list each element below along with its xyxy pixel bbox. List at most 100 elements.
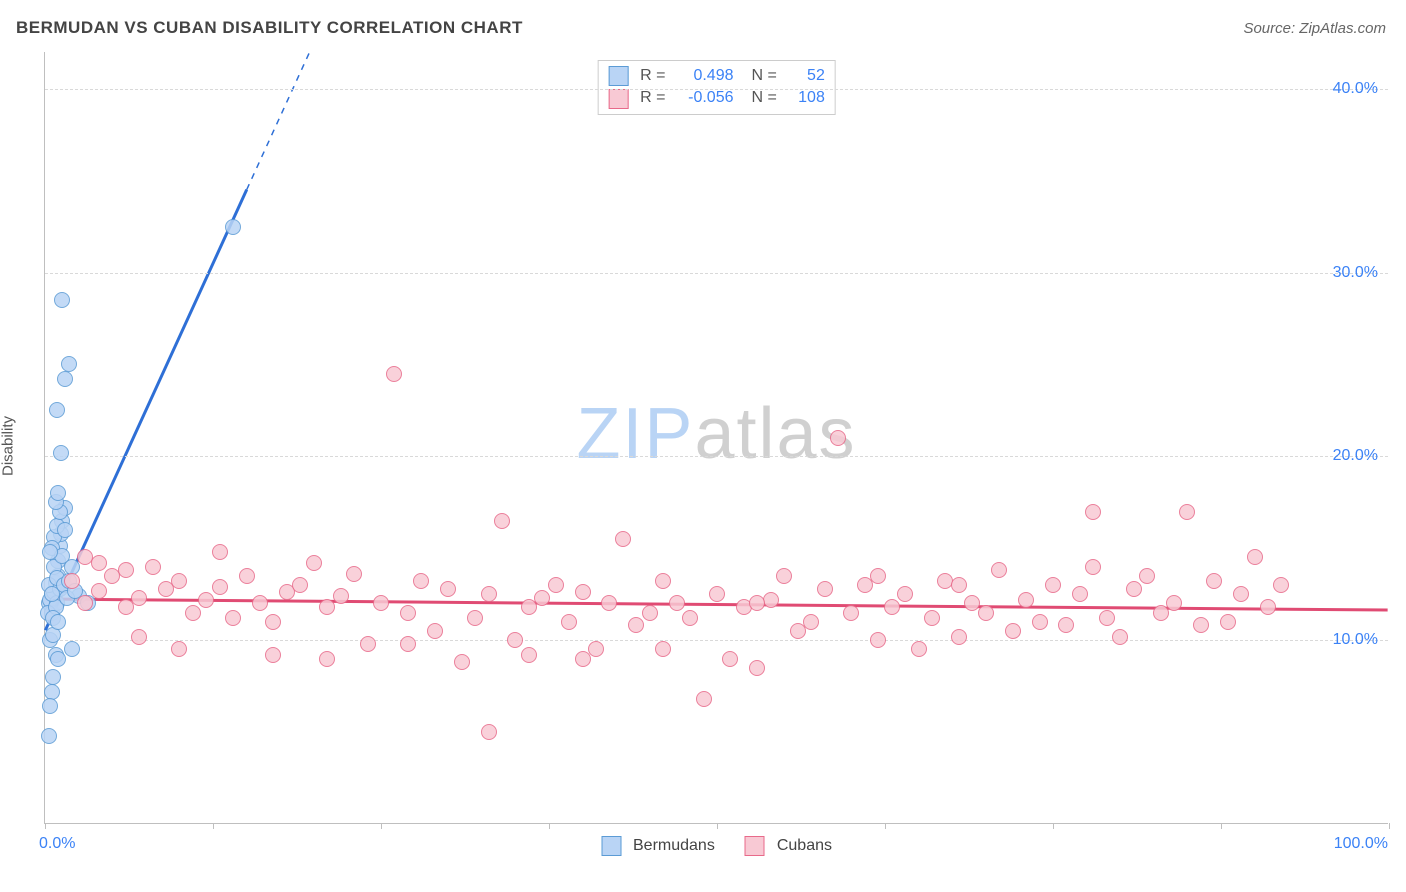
scatter-point xyxy=(1166,595,1182,611)
scatter-point xyxy=(41,728,57,744)
scatter-point xyxy=(548,577,564,593)
scatter-point xyxy=(521,647,537,663)
n-prefix: N = xyxy=(752,65,777,87)
scatter-point xyxy=(386,366,402,382)
scatter-point xyxy=(212,579,228,595)
scatter-point xyxy=(77,595,93,611)
scatter-point xyxy=(642,605,658,621)
n-prefix: N = xyxy=(752,87,777,109)
scatter-point xyxy=(265,614,281,630)
scatter-point xyxy=(54,292,70,308)
scatter-point xyxy=(198,592,214,608)
series-swatch xyxy=(608,89,628,109)
r-value: 0.498 xyxy=(678,65,734,87)
scatter-point xyxy=(306,555,322,571)
scatter-point xyxy=(131,629,147,645)
scatter-point xyxy=(481,724,497,740)
r-prefix: R = xyxy=(640,65,665,87)
scatter-point xyxy=(45,669,61,685)
scatter-point xyxy=(64,641,80,657)
scatter-point xyxy=(722,651,738,667)
n-value: 52 xyxy=(789,65,825,87)
scatter-point xyxy=(1085,559,1101,575)
scatter-point xyxy=(830,430,846,446)
n-value: 108 xyxy=(789,87,825,109)
scatter-point xyxy=(400,605,416,621)
scatter-point xyxy=(481,586,497,602)
gridline-h xyxy=(45,640,1388,641)
scatter-point xyxy=(44,684,60,700)
scatter-point xyxy=(991,562,1007,578)
x-tick xyxy=(45,823,46,829)
scatter-point xyxy=(1126,581,1142,597)
scatter-point xyxy=(494,513,510,529)
y-tick-label: 10.0% xyxy=(1333,631,1378,649)
scatter-point xyxy=(1032,614,1048,630)
scatter-point xyxy=(817,581,833,597)
scatter-point xyxy=(534,590,550,606)
scatter-point xyxy=(171,641,187,657)
scatter-point xyxy=(440,581,456,597)
scatter-point xyxy=(292,577,308,593)
chart-title: BERMUDAN VS CUBAN DISABILITY CORRELATION… xyxy=(16,18,523,38)
watermark: ZIPatlas xyxy=(576,392,856,474)
scatter-point xyxy=(50,614,66,630)
scatter-point xyxy=(749,595,765,611)
scatter-point xyxy=(897,586,913,602)
scatter-point xyxy=(1260,599,1276,615)
scatter-point xyxy=(561,614,577,630)
scatter-point xyxy=(1058,617,1074,633)
scatter-point xyxy=(682,610,698,626)
x-tick xyxy=(381,823,382,829)
scatter-point xyxy=(951,577,967,593)
scatter-point xyxy=(333,588,349,604)
scatter-point xyxy=(185,605,201,621)
scatter-point xyxy=(360,636,376,652)
scatter-point xyxy=(870,568,886,584)
scatter-plot-area: ZIPatlas R =0.498N =52R =-0.056N =108 Be… xyxy=(44,52,1388,824)
scatter-point xyxy=(655,573,671,589)
scatter-point xyxy=(628,617,644,633)
legend-swatch xyxy=(601,836,621,856)
scatter-point xyxy=(655,641,671,657)
x-tick xyxy=(1221,823,1222,829)
y-tick-label: 30.0% xyxy=(1333,264,1378,282)
scatter-point xyxy=(924,610,940,626)
scatter-point xyxy=(1045,577,1061,593)
watermark-zip: ZIP xyxy=(576,393,694,473)
scatter-point xyxy=(776,568,792,584)
scatter-point xyxy=(615,531,631,547)
scatter-point xyxy=(575,584,591,600)
scatter-point xyxy=(911,641,927,657)
scatter-point xyxy=(225,610,241,626)
x-tick xyxy=(213,823,214,829)
scatter-point xyxy=(42,544,58,560)
scatter-point xyxy=(803,614,819,630)
scatter-point xyxy=(763,592,779,608)
trend-lines-layer xyxy=(45,52,1388,823)
scatter-point xyxy=(413,573,429,589)
scatter-point xyxy=(252,595,268,611)
scatter-point xyxy=(1233,586,1249,602)
gridline-h xyxy=(45,273,1388,274)
scatter-point xyxy=(1072,586,1088,602)
trend-line-dash xyxy=(247,52,310,190)
x-tick xyxy=(1053,823,1054,829)
scatter-point xyxy=(400,636,416,652)
scatter-point xyxy=(1273,577,1289,593)
r-prefix: R = xyxy=(640,87,665,109)
scatter-point xyxy=(601,595,617,611)
x-min-label: 0.0% xyxy=(39,835,75,853)
scatter-point xyxy=(978,605,994,621)
scatter-point xyxy=(53,445,69,461)
scatter-point xyxy=(951,629,967,645)
correlation-stats-box: R =0.498N =52R =-0.056N =108 xyxy=(597,60,836,115)
legend-item: Cubans xyxy=(745,836,832,856)
gridline-h xyxy=(45,456,1388,457)
scatter-point xyxy=(346,566,362,582)
x-tick xyxy=(1389,823,1390,829)
stats-row: R =-0.056N =108 xyxy=(608,87,825,109)
legend-label: Cubans xyxy=(777,837,832,855)
scatter-point xyxy=(669,595,685,611)
source-attribution: Source: ZipAtlas.com xyxy=(1243,20,1386,37)
